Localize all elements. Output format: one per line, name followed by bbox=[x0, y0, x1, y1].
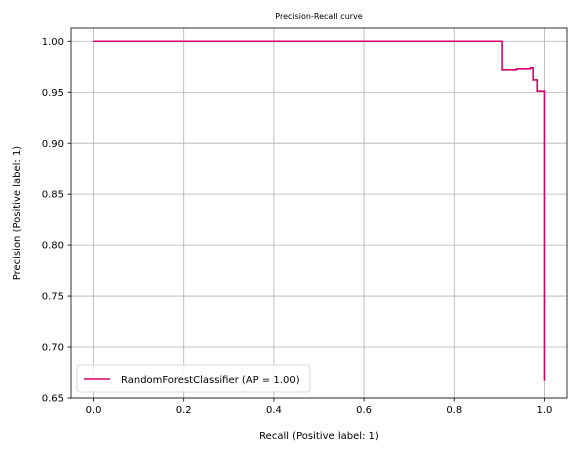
y-tick-label: 0.80 bbox=[42, 241, 64, 252]
y-tick-label: 0.95 bbox=[42, 88, 64, 99]
grid-lines bbox=[71, 28, 567, 399]
pr-curve-line bbox=[93, 40, 546, 381]
x-tick-label: 0.2 bbox=[176, 405, 192, 416]
plot-frame bbox=[70, 27, 568, 399]
y-tick-label: 0.75 bbox=[42, 292, 64, 303]
legend-box bbox=[76, 364, 311, 393]
x-tick-label: 0.8 bbox=[446, 405, 462, 416]
series-layer bbox=[93, 40, 546, 381]
y-tick-label: 0.70 bbox=[42, 343, 64, 354]
x-tick-label: 1.0 bbox=[537, 405, 553, 416]
x-tick-label: 0.0 bbox=[86, 405, 102, 416]
y-axis-ticks: 0.65 0.70 0.75 0.80 0.85 0.90 0.95 1.00 bbox=[42, 37, 71, 405]
legend-entry-label: RandomForestClassifier (AP = 1.00) bbox=[121, 375, 300, 386]
x-tick-label: 0.4 bbox=[266, 405, 282, 416]
y-tick-label: 0.65 bbox=[42, 394, 64, 405]
x-axis-label: Recall (Positive label: 1) bbox=[259, 431, 379, 442]
y-tick-label: 0.90 bbox=[42, 139, 64, 150]
y-tick-label: 1.00 bbox=[42, 37, 64, 48]
x-axis-ticks: 0.0 0.2 0.4 0.6 0.8 1.0 bbox=[86, 398, 553, 416]
y-axis-label: Precision (Positive label: 1) bbox=[12, 146, 23, 281]
chart-title: Precision-Recall curve bbox=[275, 12, 362, 21]
x-tick-label: 0.6 bbox=[356, 405, 372, 416]
y-tick-label: 0.85 bbox=[42, 190, 64, 201]
legend: RandomForestClassifier (AP = 1.00) bbox=[76, 364, 311, 393]
